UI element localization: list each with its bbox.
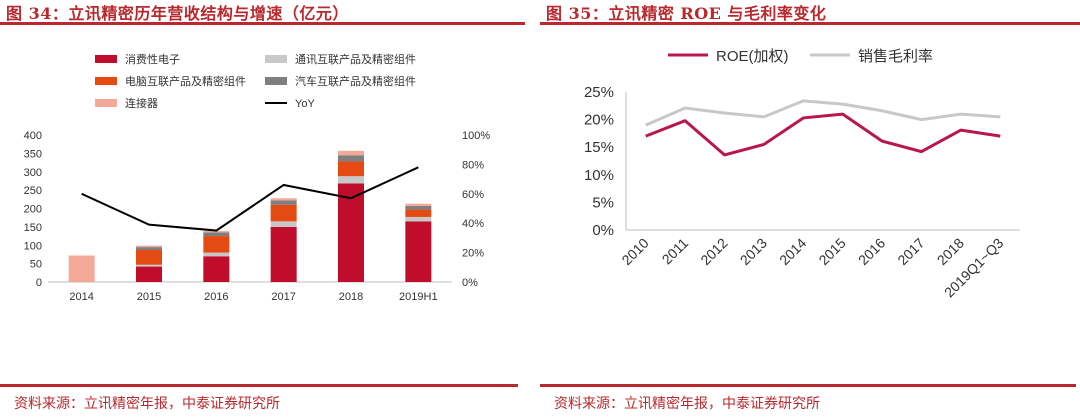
bar-segment [270,204,297,222]
bar-segment [405,203,432,206]
y-tick-label: 0% [592,222,614,239]
y-tick-label: 200 [24,204,42,216]
right-title-rule [540,22,1080,25]
bar-segment [203,236,230,253]
y2-tick-label: 60% [462,189,484,201]
x-tick-label: 2016 [855,235,888,268]
x-tick-label: 2013 [737,235,770,268]
y-tick-label: 100 [24,240,42,252]
x-tick-label: 2010 [618,235,651,268]
y-tick-label: 150 [24,222,42,234]
bar-segment [203,252,230,257]
x-tick-label: 2018 [339,291,363,303]
right-source-note: 资料来源：立讯精密年报，中泰证券研究所 [554,396,820,412]
y-tick-label: 15% [584,139,614,156]
x-tick-label: 2018 [934,235,967,268]
bar-segment [338,183,364,282]
y-tick-label: 250 [24,185,42,197]
y-tick-label: 50 [30,259,42,271]
roe-line [645,112,1001,157]
bar-segment [338,161,364,177]
y-tick-label: 10% [584,167,614,184]
legend-label: YoY [295,98,315,110]
legend-label: 通讯互联产品及精密组件 [295,52,416,66]
bar-segment [405,221,432,282]
y2-tick-label: 100% [462,130,490,142]
legend-label: 消费性电子 [125,52,180,66]
left-source-rule [0,384,518,387]
bar-segment [136,247,162,251]
left-source-note: 资料来源：立讯精密年报，中泰证券研究所 [14,396,280,412]
yoy-line [81,166,419,232]
right-chart-panel: 图 35：立讯精密 ROE 与毛利率变化 ROE(加权) 销售毛利率 0% 5% 10%… [540,0,1080,417]
y-tick-label: 25% [584,84,614,101]
bar-segment [270,198,297,201]
bar-segment [338,155,364,162]
bar-segment [136,264,162,267]
x-tick-label: 2011 [659,235,692,268]
bar-segment [270,226,297,282]
bar-segment [203,232,230,237]
y2-tick-label: 80% [462,159,484,171]
legend-label: 汽车互联产品及精密组件 [295,74,416,88]
y2-tick-label: 20% [462,248,484,260]
bar-segment [405,216,432,222]
y2-tick-label: 40% [462,218,484,230]
legend-label: ROE(加权) [716,48,789,65]
bar-segment [136,250,162,265]
x-tick-label: 2015 [137,291,161,303]
bar-segment [68,255,95,282]
y-tick-label: 400 [24,130,42,142]
legend-swatch [265,55,287,63]
x-tick-label: 2014 [776,235,809,268]
x-tick-label: 2017 [271,291,295,303]
x-tick-label: 2019H1 [399,291,438,303]
left-chart-panel: 图 34：立讯精密历年营收结构与增速（亿元） 消费性电子 通讯互联产品及精密组件电… [0,0,530,417]
bar-segment [203,230,230,233]
x-tick-label: 2014 [69,291,93,303]
bar-segment [136,266,162,282]
y-tick-label: 300 [24,167,42,179]
y-tick-label: 5% [592,194,614,211]
x-tick-label: 2015 [815,235,848,268]
right-source-rule [540,384,1076,387]
x-tick-label: 2016 [204,291,228,303]
bar-segment [270,221,297,227]
gross-margin-line [645,99,1001,127]
bar-segment [136,245,162,248]
left-chart-title: 图 34：立讯精密历年营收结构与增速（亿元） [6,4,349,23]
bar-segment [338,150,364,156]
bar-segment [405,205,432,210]
y2-tick-label: 0% [462,277,478,289]
roe-margin-chart: ROE(加权) 销售毛利率 0% 5% 10% 15% 20% 25% 2010 2011 2012… [584,48,1020,300]
bar-segment [270,200,297,205]
legend-swatch [95,77,117,85]
x-tick-label: 2017 [894,235,927,268]
y-tick-label: 0 [36,277,42,289]
bar-segment [203,256,230,282]
right-chart-title: 图 35：立讯精密 ROE 与毛利率变化 [546,4,827,23]
y-tick-label: 20% [584,112,614,129]
y-tick-label: 350 [24,148,42,160]
bar-segment [405,209,432,217]
legend-label: 电脑互联产品及精密组件 [125,74,246,88]
bar-segment [338,176,364,184]
legend-swatch [95,99,117,107]
legend-label: 销售毛利率 [858,48,933,65]
x-tick-label: 2012 [697,235,730,268]
legend-swatch [265,77,287,85]
legend-label: 连接器 [125,97,158,110]
legend-swatch [95,55,117,63]
left-title-rule [0,22,525,25]
